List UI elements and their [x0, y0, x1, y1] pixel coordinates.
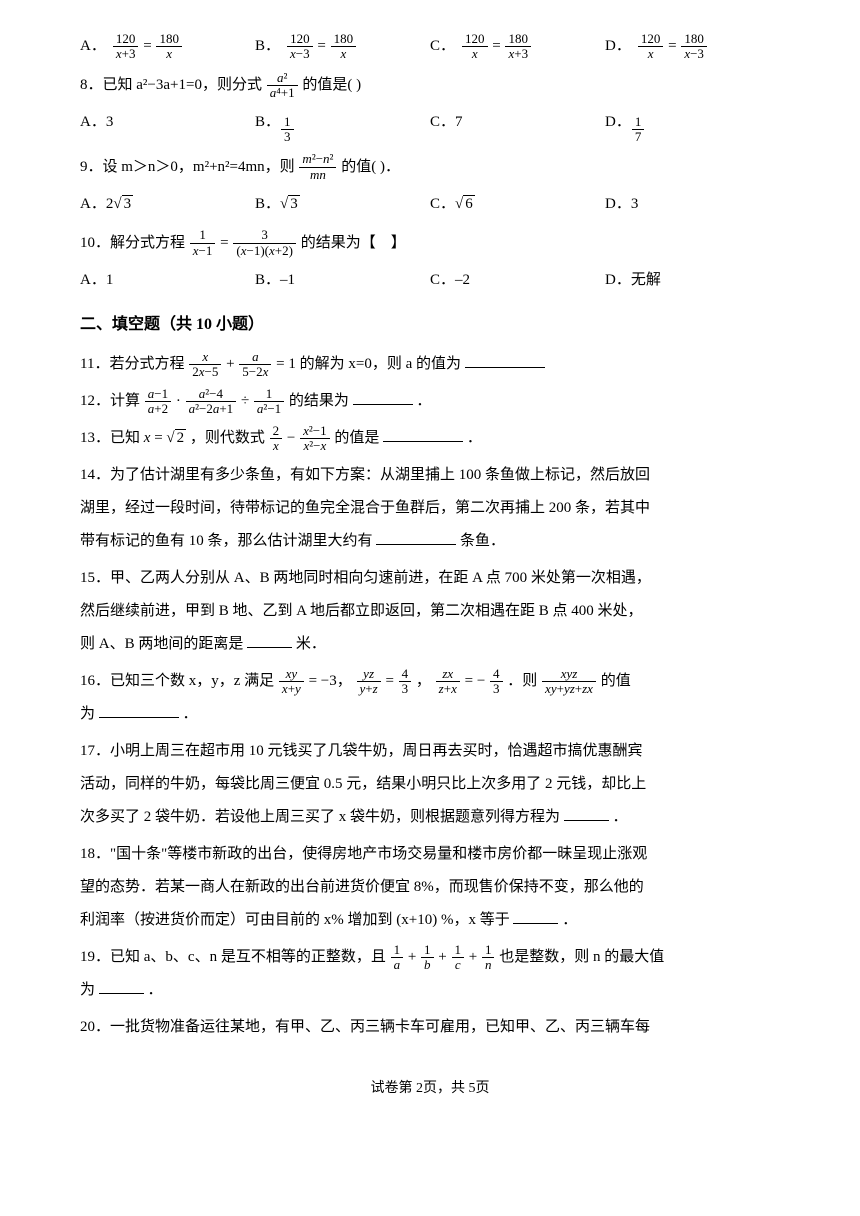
blank-q19	[99, 978, 144, 994]
q10: 10．解分式方程 1x−1 = 3(x−1)(x+2) 的结果为【 】	[80, 227, 780, 260]
blank-q14	[376, 529, 456, 545]
blank-q15	[247, 632, 292, 648]
q7-option-c: C． 120x = 180x+3	[430, 30, 605, 63]
q10-options: A．1 B．–1 C．–2 D．无解	[80, 264, 780, 297]
q9: 9．设 m＞n＞0，m²+n²=4mn，则 m²−n²mn 的值( )．	[80, 151, 780, 184]
q19: 19．已知 a、b、c、n 是互不相等的正整数，且 1a + 1b + 1c +…	[80, 941, 780, 1007]
blank-q12	[353, 389, 413, 405]
page-footer: 试卷第 2页，共 5页	[80, 1074, 780, 1105]
q18: 18．"国十条"等楼市新政的出台，使得房地产市场交易量和楼市房价都一昧呈现止涨观…	[80, 838, 780, 937]
q14: 14．为了估计湖里有多少条鱼，有如下方案：从湖里捕上 100 条鱼做上标记，然后…	[80, 459, 780, 558]
q7-option-b: B． 120x−3 = 180x	[255, 30, 430, 63]
q8: 8．已知 a²−3a+1=0，则分式 a²a⁴+1 的值是( )	[80, 69, 780, 102]
q9-option-d: D．3	[605, 188, 780, 221]
q10-option-b: B．–1	[255, 264, 430, 297]
q12: 12．计算 a−1a+2 · a²−4a²−2a+1 ÷ 1a²−1 的结果为 …	[80, 385, 780, 418]
blank-q13	[383, 426, 463, 442]
q10-option-c: C．–2	[430, 264, 605, 297]
q10-option-d: D．无解	[605, 264, 780, 297]
q9-option-b: B．√3	[255, 188, 430, 221]
q8-option-b: B．13	[255, 106, 430, 145]
blank-q11	[465, 352, 545, 368]
q16: 16．已知三个数 x，y，z 满足 xyx+y = −3， yzy+z = 43…	[80, 665, 780, 731]
q17: 17．小明上周三在超市用 10 元钱买了几袋牛奶，周日再去买时，恰遇超市搞优惠酬…	[80, 735, 780, 834]
q8-option-c: C．7	[430, 106, 605, 145]
q10-option-a: A．1	[80, 264, 255, 297]
q7-options: A． 120x+3 = 180x B． 120x−3 = 180x C． 120…	[80, 30, 780, 63]
q20: 20．一批货物准备运往某地，有甲、乙、丙三辆卡车可雇用，已知甲、乙、丙三辆车每	[80, 1011, 780, 1044]
q8-option-a: A．3	[80, 106, 255, 145]
blank-q18	[513, 908, 558, 924]
q7-option-d: D． 120x = 180x−3	[605, 30, 780, 63]
blank-q17	[564, 805, 609, 821]
section-2-header: 二、填空题（共 10 小题）	[80, 307, 780, 342]
q9-options: A．2√3 B．√3 C．√6 D．3	[80, 188, 780, 221]
q7-option-a: A． 120x+3 = 180x	[80, 30, 255, 63]
q11: 11．若分式方程 x2x−5 + a5−2x = 1 的解为 x=0，则 a 的…	[80, 348, 780, 381]
q9-option-a: A．2√3	[80, 188, 255, 221]
q13: 13．已知 x = √2 ，则代数式 2x − x²−1x²−x 的值是 ．	[80, 422, 780, 455]
blank-q16	[99, 702, 179, 718]
q8-options: A．3 B．13 C．7 D．17	[80, 106, 780, 145]
q15: 15．甲、乙两人分别从 A、B 两地同时相向匀速前进，在距 A 点 700 米处…	[80, 562, 780, 661]
q9-option-c: C．√6	[430, 188, 605, 221]
q8-option-d: D．17	[605, 106, 780, 145]
